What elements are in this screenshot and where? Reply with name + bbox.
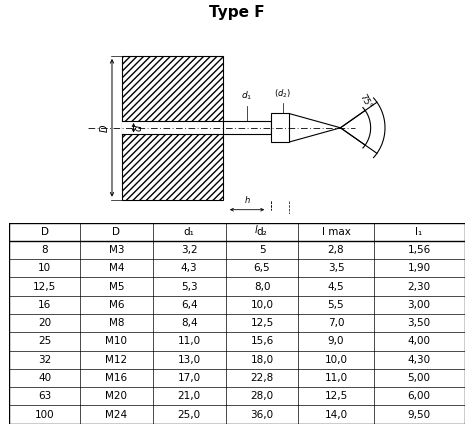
Text: 16: 16 [38,300,51,310]
Polygon shape [289,113,340,142]
Text: 3,00: 3,00 [408,300,430,310]
Text: 63: 63 [38,391,51,401]
Polygon shape [122,56,223,199]
Text: 6,00: 6,00 [408,391,430,401]
Text: l max: l max [321,227,350,237]
Text: Type F: Type F [209,5,265,21]
Text: M4: M4 [109,263,124,273]
Text: 4,3: 4,3 [181,263,198,273]
Text: 3,2: 3,2 [181,245,198,255]
Text: M16: M16 [105,373,128,383]
Text: 10,0: 10,0 [325,355,347,365]
Text: 12,5: 12,5 [324,391,347,401]
Text: 4,00: 4,00 [408,336,430,346]
Text: l: l [255,226,257,235]
Text: 8,0: 8,0 [254,282,270,291]
Text: 9,50: 9,50 [408,410,430,419]
Text: 10,0: 10,0 [251,300,273,310]
Text: 25: 25 [38,336,51,346]
Text: 15,6: 15,6 [250,336,273,346]
Text: 75°: 75° [358,93,374,111]
Text: 12,5: 12,5 [33,282,56,291]
Text: l₁: l₁ [415,227,423,237]
Text: M10: M10 [105,336,128,346]
Text: 11,0: 11,0 [324,373,347,383]
Text: M5: M5 [109,282,124,291]
Text: 12,5: 12,5 [250,318,273,328]
Text: 32: 32 [38,355,51,365]
Text: 5,5: 5,5 [328,300,344,310]
Text: 100: 100 [35,410,55,419]
Text: M20: M20 [105,391,128,401]
Text: 21,0: 21,0 [178,391,201,401]
Text: 14,0: 14,0 [324,410,347,419]
Text: 25,0: 25,0 [178,410,201,419]
Text: 1,90: 1,90 [408,263,430,273]
Text: 11,0: 11,0 [178,336,201,346]
Text: 4,5: 4,5 [328,282,344,291]
Text: 20: 20 [38,318,51,328]
Text: M6: M6 [109,300,124,310]
Polygon shape [272,113,289,142]
Text: 3,5: 3,5 [328,263,344,273]
Text: 5,00: 5,00 [408,373,430,383]
Text: 4,30: 4,30 [408,355,430,365]
Text: 13,0: 13,0 [178,355,201,365]
Text: $d_1$: $d_1$ [241,89,253,102]
Polygon shape [223,122,272,134]
Text: M3: M3 [109,245,124,255]
Text: 8,4: 8,4 [181,318,198,328]
Text: $(d_2)$: $(d_2)$ [274,87,292,100]
Text: D: D [41,227,49,237]
Text: 22,8: 22,8 [250,373,273,383]
Text: D: D [100,124,110,131]
Text: 3,50: 3,50 [408,318,430,328]
Polygon shape [122,122,223,134]
Text: 28,0: 28,0 [250,391,273,401]
Text: 9,0: 9,0 [328,336,344,346]
Text: 36,0: 36,0 [250,410,273,419]
Text: M8: M8 [109,318,124,328]
Text: D: D [112,227,120,237]
Text: 10: 10 [38,263,51,273]
Text: 6,5: 6,5 [254,263,270,273]
Text: d₁: d₁ [184,227,195,237]
Text: 1,56: 1,56 [407,245,431,255]
Text: 18,0: 18,0 [250,355,273,365]
Text: 2,30: 2,30 [408,282,430,291]
Text: 2,8: 2,8 [328,245,344,255]
Text: M24: M24 [105,410,128,419]
Text: 8: 8 [41,245,48,255]
Text: d₂: d₂ [256,227,267,237]
Text: d: d [134,125,144,131]
Text: 5: 5 [259,245,265,255]
Text: 5,3: 5,3 [181,282,198,291]
Text: 7,0: 7,0 [328,318,344,328]
Text: h: h [245,196,250,205]
Text: 6,4: 6,4 [181,300,198,310]
Text: 40: 40 [38,373,51,383]
Text: 17,0: 17,0 [178,373,201,383]
Text: M12: M12 [105,355,128,365]
